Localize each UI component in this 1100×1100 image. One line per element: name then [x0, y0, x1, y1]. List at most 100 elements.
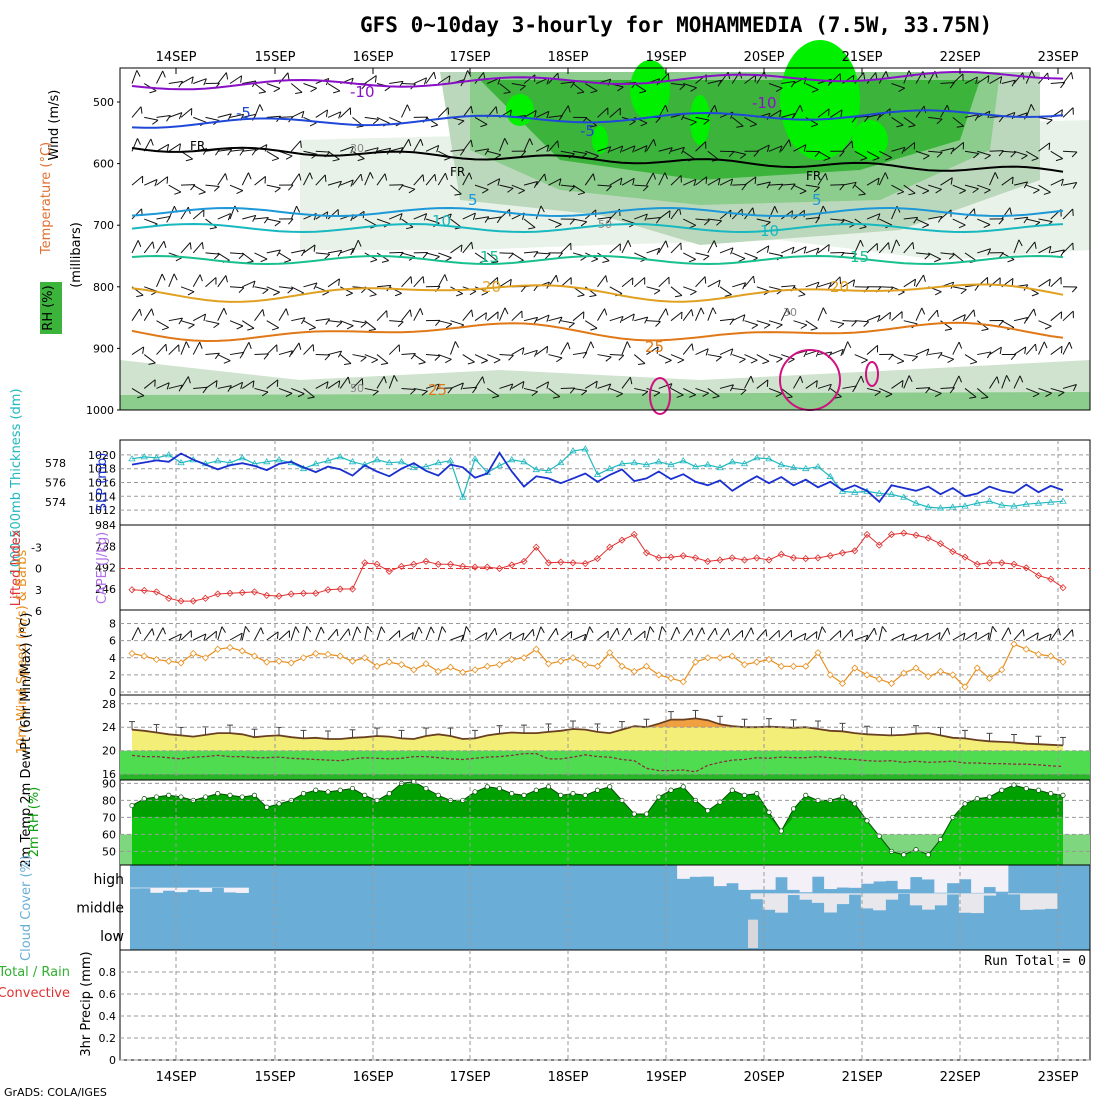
- wind-barb: [339, 376, 349, 389]
- thickness-marker: [177, 459, 185, 466]
- lifted-index-marker: [593, 555, 602, 563]
- thickness-marker: [740, 459, 749, 467]
- wind-barb-flag: [653, 139, 657, 147]
- wind-barb-flag: [433, 71, 437, 79]
- wind-barb-flag: [444, 274, 448, 282]
- wind-barb-flag: [884, 172, 889, 180]
- wind-barb: [891, 116, 904, 126]
- date-tick-top: 16SEP: [353, 50, 394, 65]
- wind10-barb: [462, 626, 467, 641]
- wind-barb: [621, 218, 636, 225]
- wind-barb: [339, 107, 351, 118]
- lifted-index-marker: [520, 557, 528, 565]
- wind-barb: [536, 314, 550, 322]
- thickness-marker: [1047, 498, 1055, 505]
- wind-barb: [768, 109, 782, 118]
- wind-barb-flag: [776, 358, 783, 363]
- rh2m-marker: [472, 789, 478, 795]
- thickness-marker: [1059, 497, 1067, 504]
- wind10-barb: [597, 630, 609, 641]
- wind-barb-flag: [287, 72, 290, 80]
- wind-barb: [193, 78, 207, 84]
- lifted-index-marker: [532, 543, 540, 551]
- wind-barb: [584, 320, 598, 329]
- date-axis-bottom: 14SEP 15SEP 16SEP 17SEP 18SEP 19SEP 20SEP 21SEP…: [156, 1070, 1079, 1085]
- wind-barb: [584, 173, 594, 186]
- wind-barb-flag: [410, 353, 416, 360]
- wind-barb-flag: [766, 144, 770, 152]
- wind10-speed-marker: [165, 657, 173, 665]
- wind10-barb: [829, 630, 841, 641]
- wind-barb: [977, 218, 991, 226]
- wind-barb: [229, 252, 245, 255]
- wind-barb-flag: [166, 115, 171, 122]
- wind-barb-flag: [754, 176, 757, 184]
- wind-barb: [1001, 320, 1015, 328]
- wind-barb: [829, 276, 841, 288]
- wind-barb: [401, 252, 416, 258]
- wind-barb: [437, 75, 451, 84]
- wind-barb: [241, 380, 255, 389]
- rh2m-marker: [423, 785, 429, 792]
- thickness-marker: [324, 457, 332, 464]
- wind10-barb-flag: [1058, 628, 1061, 636]
- wind-barb: [278, 387, 293, 394]
- pressure-tick: 500: [93, 96, 114, 109]
- lifted-index-marker: [299, 589, 308, 597]
- wind10-speed-marker: [128, 649, 136, 658]
- wind-barb-flag: [509, 279, 512, 287]
- wind-barb: [168, 317, 183, 322]
- wind-barb: [242, 280, 256, 288]
- wind-barb-flag: [922, 190, 930, 195]
- wind-barb: [511, 252, 524, 261]
- wind-barb: [744, 116, 757, 125]
- wind-barb: [646, 217, 661, 220]
- wind10-barb: [989, 626, 993, 641]
- slp-tick: 1014: [88, 490, 116, 503]
- wind-barb-flag: [227, 385, 232, 392]
- wind-barb-flag: [454, 193, 462, 196]
- wind-barb: [903, 278, 916, 288]
- wind-barb: [291, 249, 306, 254]
- wind-barb-flag: [668, 147, 673, 155]
- rh-contour-label: 50: [350, 382, 364, 395]
- wind-barb: [866, 113, 881, 118]
- wind10-barb: [156, 627, 164, 641]
- wind-barb: [266, 115, 281, 118]
- wind-barb-flag: [763, 324, 771, 329]
- wind-barb-flag: [860, 157, 868, 161]
- wind-barb-flag: [556, 357, 563, 363]
- wind-barb: [450, 320, 464, 326]
- thickness-marker: [789, 463, 798, 471]
- wind10-barb-flag: [727, 628, 731, 636]
- wind-barb: [597, 107, 609, 118]
- wind-barb: [364, 116, 379, 120]
- wind10-barb: [217, 626, 223, 641]
- wind-barb-flag: [790, 183, 796, 190]
- thickness-marker: [630, 459, 638, 466]
- wind-barb: [597, 308, 606, 321]
- wind-barb-flag: [1072, 208, 1074, 216]
- wind-barb-flag: [934, 392, 942, 398]
- wind-barb-flag: [889, 312, 891, 320]
- rh2m-marker: [986, 794, 993, 800]
- wind-barb: [425, 252, 440, 258]
- date-tick-top: 22SEP: [940, 50, 981, 65]
- cloud-high-clear: [983, 865, 997, 888]
- wind-barb-flag: [151, 308, 155, 316]
- thickness-marker: [214, 457, 222, 464]
- wind10-barb-flag: [589, 626, 594, 634]
- wind-barb-flag: [248, 342, 252, 350]
- wind-barb: [193, 313, 206, 322]
- wind-barb: [560, 242, 572, 254]
- wind10-barb-flag: [851, 629, 854, 637]
- thickness-marker: [642, 460, 651, 468]
- wind-barb: [303, 150, 318, 155]
- thickness-marker: [544, 466, 553, 474]
- wind-barb-flag: [898, 87, 905, 92]
- wind10-barb-flag: [750, 627, 755, 635]
- wind-barb: [842, 181, 857, 186]
- wind-barb: [646, 172, 654, 186]
- wind-barb-flag: [203, 78, 207, 86]
- wind-barb: [597, 184, 612, 187]
